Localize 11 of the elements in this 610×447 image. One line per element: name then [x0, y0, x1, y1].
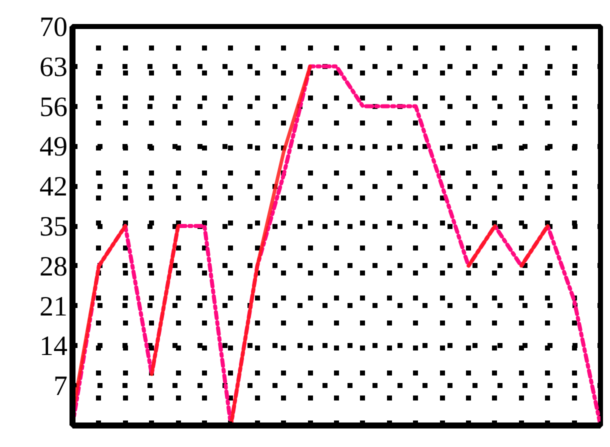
y-tick-label: 49 [40, 132, 68, 163]
y-tick-label: 28 [40, 251, 68, 282]
y-tick-label: 63 [40, 52, 68, 83]
y-tick-label: 21 [40, 291, 68, 322]
y-tick-label: 14 [40, 331, 68, 362]
y-tick-label: 35 [40, 212, 68, 242]
y-tick-label: 70 [40, 12, 68, 43]
y-tick-label: 42 [40, 172, 68, 203]
y-tick-label: 56 [40, 92, 68, 123]
line-series [229, 64, 312, 426]
y-tick-label: 7 [54, 371, 68, 402]
